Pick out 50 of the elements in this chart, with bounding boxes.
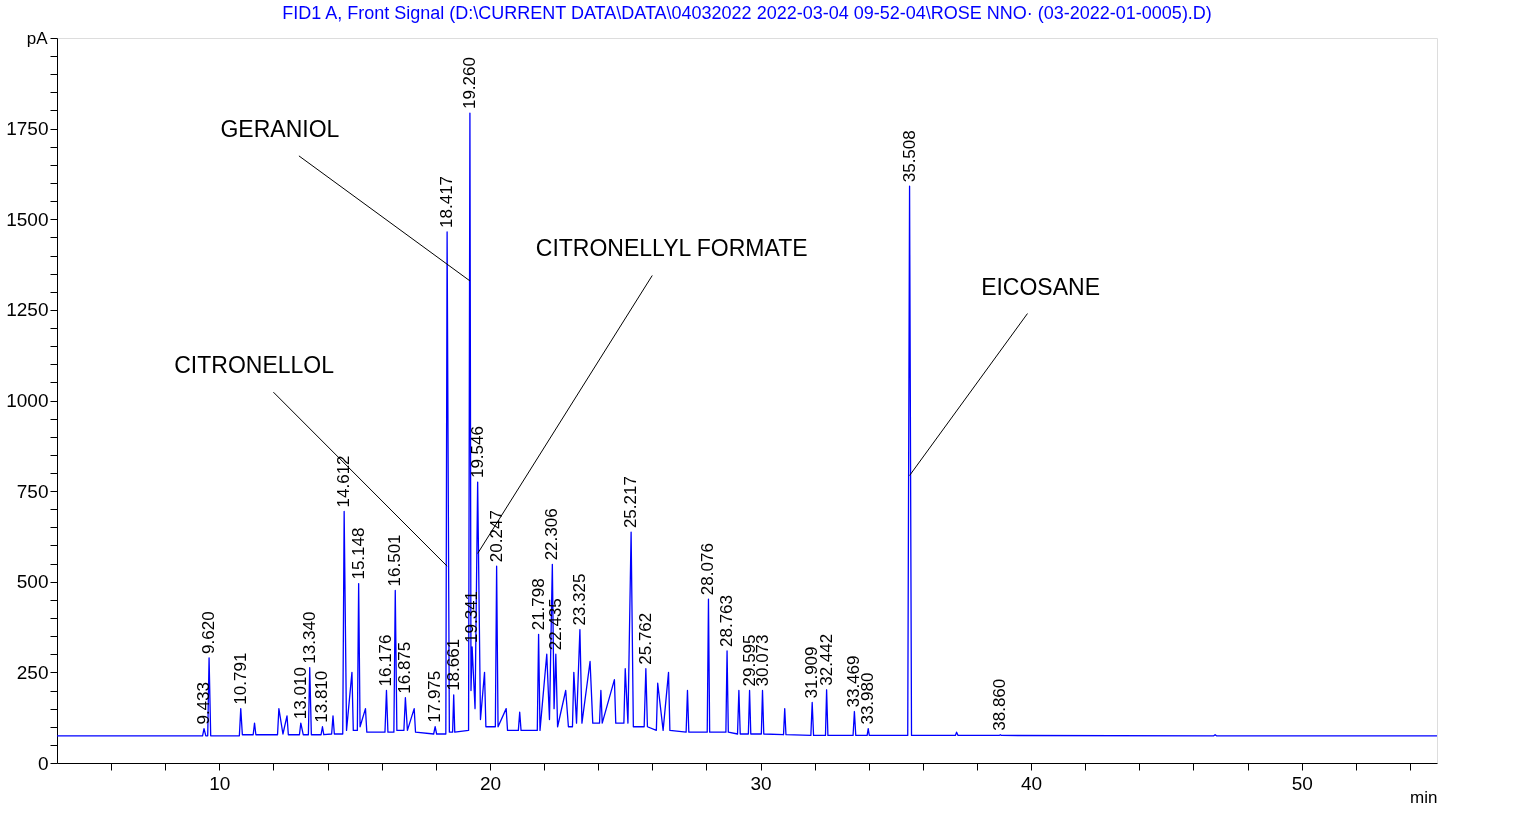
annotation: EICOSANE xyxy=(981,273,1101,300)
annotation: 9.620 xyxy=(199,611,219,654)
annotation: 21.798 xyxy=(528,578,548,631)
annotation: 10.791 xyxy=(230,652,250,705)
annotation: 22.435 xyxy=(545,598,565,651)
x-tick-label: 50 xyxy=(1291,772,1313,794)
annotation: 19.546 xyxy=(467,426,487,479)
chart-title: FID1 A, Front Signal (D:\CURRENT DATA\DATA\04032022 2022-03-04 09-52-04\ROSE NNO· (03-2022-01-0005).D) xyxy=(282,3,1212,23)
annotation: 20.247 xyxy=(486,510,506,563)
annotation: 13.340 xyxy=(299,611,319,664)
annotation: 13.810 xyxy=(312,670,332,723)
y-tick-label: 1500 xyxy=(6,208,49,230)
y-tick-label: 1000 xyxy=(6,390,49,411)
annotation: 18.661 xyxy=(443,638,463,691)
annotation: 15.148 xyxy=(348,527,368,580)
line-series xyxy=(56,112,1438,737)
annotation: 25.762 xyxy=(635,612,655,665)
y-tick-label: 250 xyxy=(16,661,49,683)
annotation: 14.612 xyxy=(334,455,354,508)
y-tick-label: 500 xyxy=(16,571,49,593)
annotation: 16.875 xyxy=(395,641,415,694)
annotation: GERANIOL xyxy=(220,115,340,142)
annotation: 22.306 xyxy=(542,508,562,561)
y-tick-label: 1250 xyxy=(6,299,49,321)
x-tick-label: 40 xyxy=(1021,772,1043,794)
y-axis-title: pA xyxy=(26,28,49,48)
annotation: 19.260 xyxy=(459,57,479,110)
annotation: 13.010 xyxy=(290,667,310,720)
annotation: 23.325 xyxy=(569,573,589,626)
x-axis-title: min xyxy=(1410,787,1438,807)
annotation: 18.417 xyxy=(437,175,457,228)
annotation: 32.442 xyxy=(816,633,836,686)
x-tick-label: 30 xyxy=(750,772,772,794)
annotation: 16.176 xyxy=(376,634,396,687)
annotation: 19.341 xyxy=(462,591,482,643)
y-tick-label: 1750 xyxy=(6,118,49,140)
annotation: 38.860 xyxy=(990,678,1010,731)
annotation: 9.433 xyxy=(194,682,214,725)
annotation: CITRONELLOL xyxy=(174,352,335,379)
annotation: CITRONELLYL FORMATE xyxy=(535,235,808,262)
annotation: 16.501 xyxy=(385,534,405,587)
annotation: 28.076 xyxy=(698,543,718,596)
annotation: 35.508 xyxy=(899,130,919,183)
annotation: 28.763 xyxy=(717,594,737,647)
x-tick-label: 20 xyxy=(479,772,502,794)
y-tick-label: 0 xyxy=(37,752,49,774)
x-tick-label: 10 xyxy=(209,772,231,794)
y-tick-label: 750 xyxy=(16,480,49,502)
annotation: 17.975 xyxy=(425,670,445,723)
annotation: 25.217 xyxy=(621,476,641,529)
